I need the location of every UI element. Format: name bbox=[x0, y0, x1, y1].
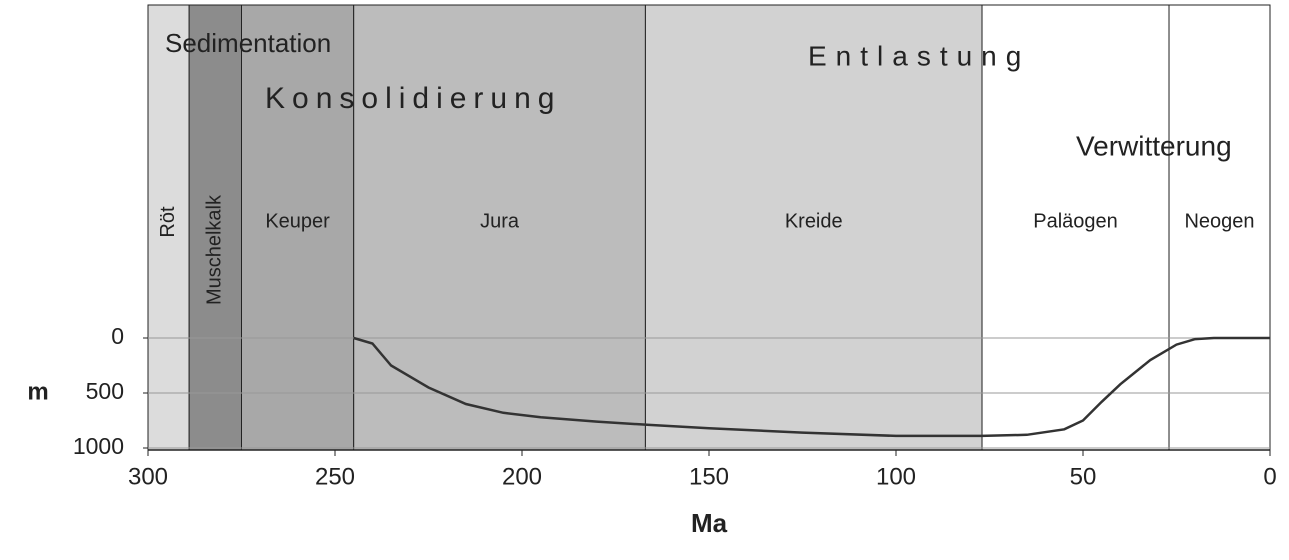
annotation: Verwitterung bbox=[1076, 130, 1232, 161]
x-tick-label: 0 bbox=[1263, 463, 1276, 490]
burial-curve bbox=[353, 336, 1270, 438]
period-label: Keuper bbox=[265, 210, 330, 232]
period-label: Röt bbox=[157, 206, 179, 238]
y-tick-label: 1000 bbox=[73, 433, 124, 459]
period-label: Kreide bbox=[785, 210, 843, 232]
x-tick-label: 250 bbox=[315, 463, 355, 490]
period-band bbox=[241, 4, 355, 451]
period-label: Jura bbox=[480, 210, 520, 232]
x-tick-label: 100 bbox=[876, 463, 916, 490]
x-tick-label: 200 bbox=[502, 463, 542, 490]
y-tick-label: 0 bbox=[111, 323, 124, 349]
x-tick-label: 150 bbox=[689, 463, 729, 490]
x-axis-label: Ma bbox=[691, 508, 728, 538]
y-axis-label: m bbox=[27, 378, 48, 405]
y-tick-label: 500 bbox=[86, 378, 124, 404]
period-band bbox=[147, 4, 190, 451]
period-band bbox=[644, 4, 983, 451]
annotation: Sedimentation bbox=[165, 28, 331, 58]
period-label: Paläogen bbox=[1033, 210, 1118, 232]
annotation: Konsolidierung bbox=[265, 82, 561, 115]
x-tick-label: 50 bbox=[1070, 463, 1097, 490]
period-band bbox=[1168, 4, 1271, 451]
period-label: Neogen bbox=[1184, 210, 1254, 232]
period-band bbox=[981, 4, 1170, 451]
period-label: Muschelkalk bbox=[204, 194, 226, 305]
annotation: Entlastung bbox=[808, 40, 1030, 71]
period-band bbox=[188, 4, 242, 451]
period-band bbox=[353, 4, 646, 451]
x-tick-label: 300 bbox=[128, 463, 168, 490]
